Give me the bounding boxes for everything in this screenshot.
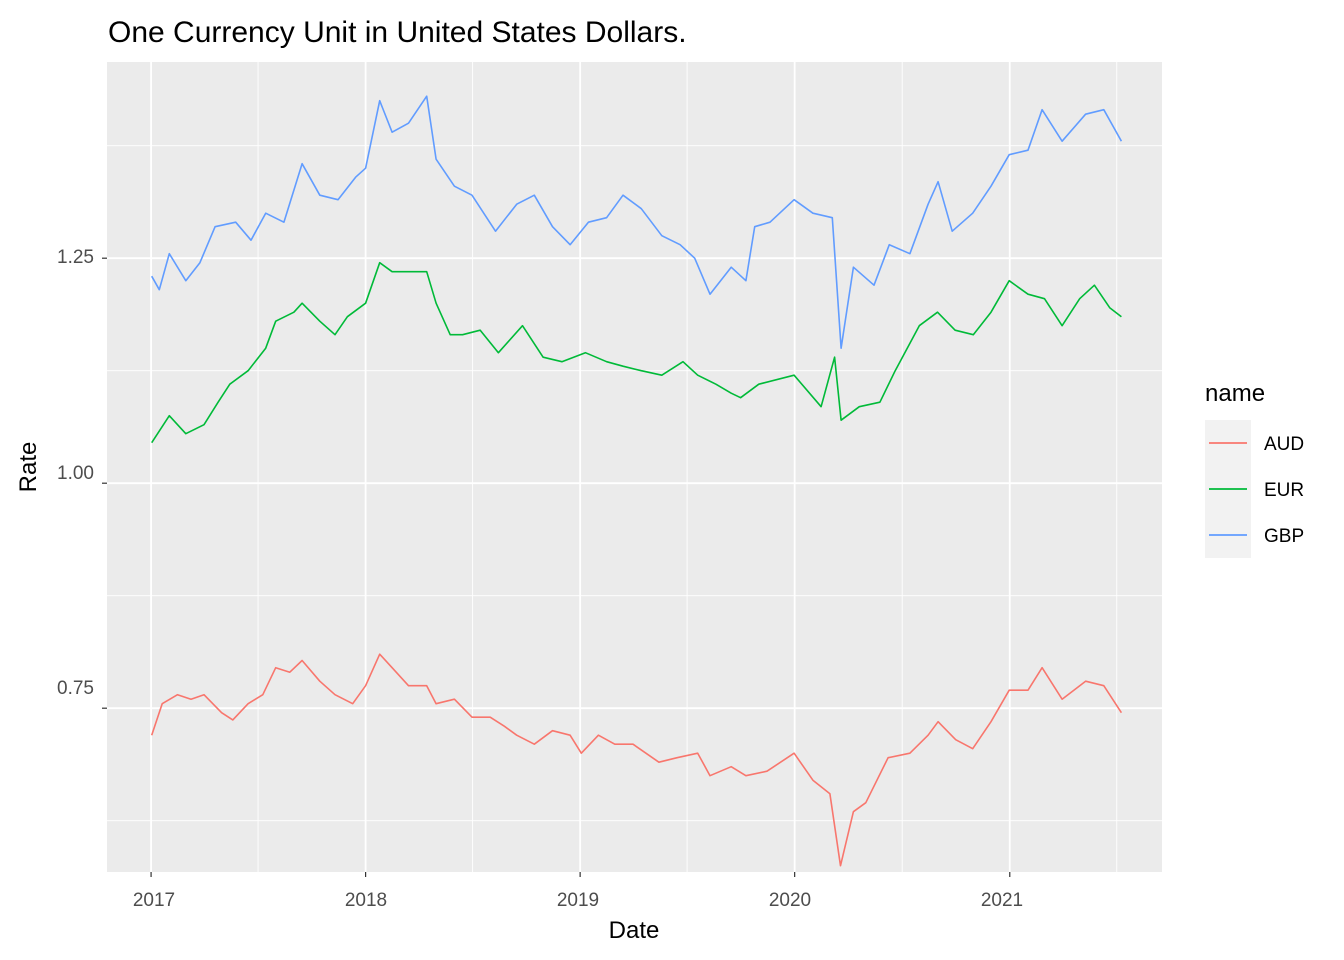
- x-tick-label: 2019: [557, 890, 599, 911]
- y-tick-label: 0.75: [57, 678, 94, 699]
- x-tick-label: 2020: [769, 890, 811, 911]
- y-tick-label: 1.25: [57, 247, 94, 268]
- x-tick-label: 2017: [133, 890, 175, 911]
- y-axis: 1.25 1.00 0.75: [57, 247, 94, 699]
- legend: name AUD EUR GBP: [1205, 380, 1304, 558]
- x-axis-title: Date: [609, 917, 660, 944]
- legend-label-eur: EUR: [1264, 480, 1304, 501]
- y-ticks: [102, 257, 107, 709]
- x-tick-label: 2021: [981, 890, 1023, 911]
- x-ticks: [150, 872, 1011, 877]
- legend-item-aud: AUD: [1209, 434, 1304, 455]
- chart-title: One Currency Unit in United States Dolla…: [108, 16, 687, 49]
- legend-label-gbp: GBP: [1264, 526, 1304, 547]
- legend-item-gbp: GBP: [1209, 526, 1304, 547]
- grid-major: [107, 62, 1162, 872]
- series-line-eur: [151, 261, 1122, 444]
- plot-panel: [107, 62, 1162, 872]
- legend-item-eur: EUR: [1209, 480, 1304, 501]
- legend-label-aud: AUD: [1264, 434, 1304, 455]
- y-axis-title: Rate: [15, 442, 42, 493]
- legend-title: name: [1205, 380, 1265, 407]
- y-tick-label: 1.00: [57, 463, 94, 484]
- series-lines: [150, 95, 1123, 867]
- x-axis: 2017 2018 2019 2020 2021: [133, 890, 1023, 911]
- x-tick-label: 2018: [345, 890, 387, 911]
- series-line-gbp: [151, 95, 1123, 349]
- series-line-aud: [150, 653, 1123, 867]
